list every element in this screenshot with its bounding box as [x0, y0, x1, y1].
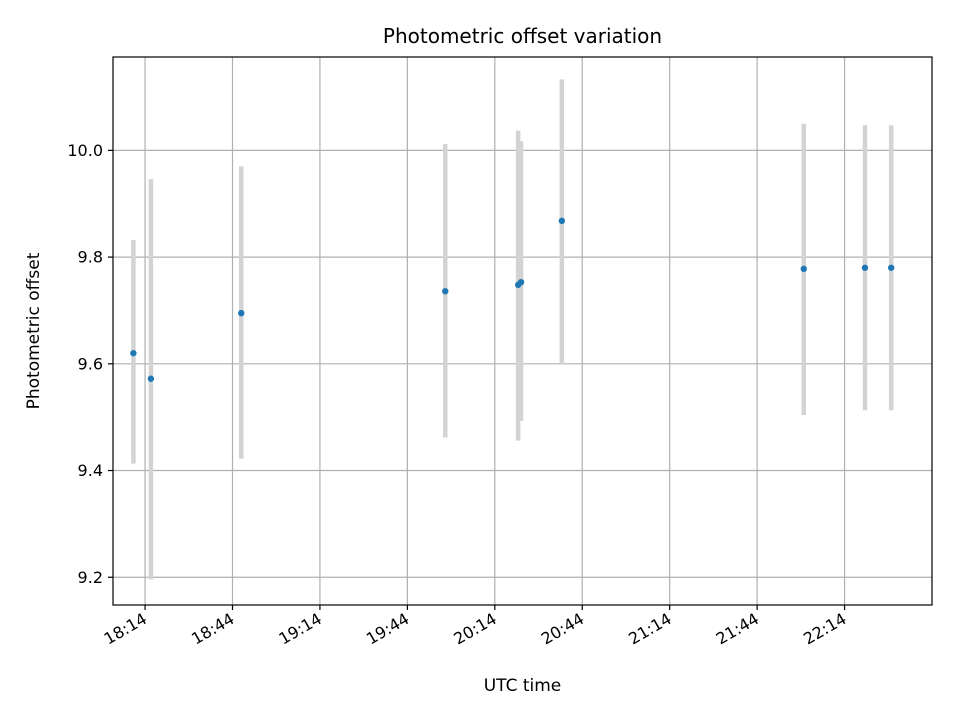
plot-frame — [112, 56, 933, 606]
y-tick-label: 10.0 — [67, 141, 103, 160]
chart-title: Photometric offset variation — [383, 24, 662, 48]
y-tick-label: 9.6 — [78, 354, 103, 373]
data-point — [861, 264, 869, 271]
y-tick-label: 9.8 — [78, 248, 103, 267]
data-point — [887, 264, 895, 271]
x-axis-title: UTC time — [484, 676, 562, 696]
data-point — [517, 278, 525, 286]
y-axis-title: Photometric offset — [24, 252, 44, 409]
y-tick-label: 9.2 — [78, 568, 103, 587]
y-axis-ticks: 9.2 9.4 9.6 9.8 10.0 — [67, 141, 113, 587]
data-point — [800, 265, 807, 273]
data-point — [130, 349, 137, 357]
y-tick-label: 9.4 — [78, 461, 103, 480]
data-point — [442, 288, 449, 295]
data-point — [558, 217, 566, 225]
data-point — [238, 309, 245, 317]
point-layer — [130, 217, 895, 382]
data-point — [147, 375, 155, 382]
